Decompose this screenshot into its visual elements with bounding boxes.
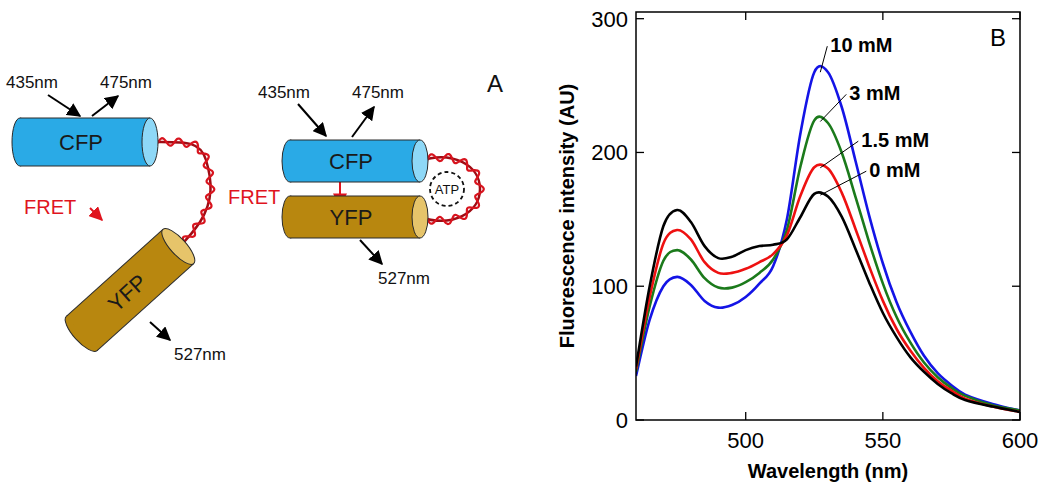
y-tick-right [1012,152,1020,153]
x-tick-top [745,12,746,20]
panel-label: A [487,70,503,97]
fret-label: FRET [228,186,280,208]
wavelength-label: 527nm [378,269,430,288]
y-tick-label: 0 [616,408,628,433]
ligand-circle [430,172,464,206]
y-tick-right [1012,286,1020,287]
protein-label: CFP [329,149,373,174]
linker-coil [420,154,484,224]
protein: YFP [60,224,199,356]
cylinder-edge [290,182,420,183]
plot-frame [636,12,1020,420]
cylinder-edge [20,118,150,119]
arrow [90,208,102,220]
leader-line [820,141,858,168]
fret-label: FRET [24,196,76,218]
cylinder-cap [157,224,200,269]
wavelength-label: 435nm [258,83,310,102]
spectrum-line [636,164,1020,412]
wavelength-label: 527nm [174,345,226,364]
series-label: 0 mM [869,159,920,181]
leader-line [820,46,827,72]
leader-line [820,171,866,195]
protein: CFP [12,118,158,166]
wavelength-label: 435nm [6,73,58,92]
arrow [48,95,80,116]
cylinder-edge [97,264,194,351]
cylinder-body [290,196,420,238]
cylinder-edge [290,196,420,197]
arrow [352,107,374,137]
panel-b: 500 550 600 0 100 200 300 Wavelength (nm) Fluore… [556,7,1038,482]
x-tick-label: 550 [864,428,901,453]
protein: YFP [282,196,428,238]
cylinder-edge [66,229,163,316]
wavelength-label: 475nm [352,83,404,102]
cylinder-cap [412,196,428,238]
y-tick-label: 100 [591,274,628,299]
leader-line [820,94,846,121]
spectrum-line [636,192,1020,412]
arrow [92,96,118,116]
panel-a: 435nm 475nm FRET 527nm 435nm 475nm FRET ATP 527n… [6,70,503,364]
series-label: 3 mM [849,82,900,104]
protein: CFP [282,140,428,182]
y-axis-title: Fluorescence intensity (AU) [556,84,578,349]
cylinder-edge [290,140,420,141]
x-tick-top [882,12,883,20]
cylinder-edge [20,166,150,167]
linker-core [150,142,211,246]
linker-core [420,157,480,220]
y-tick [636,152,644,153]
x-tick [882,412,883,420]
cylinder-cap [142,118,158,166]
cylinder-cap [412,140,428,182]
x-tick [745,412,746,420]
spectrum-line [636,66,1020,410]
y-tick [636,18,644,19]
y-tick [636,286,644,287]
arrow [360,240,382,264]
series-label: 10 mM [830,34,892,56]
arrow [298,104,326,136]
curves [636,66,1020,412]
arrow [150,322,170,340]
ligand-label: ATP [435,182,459,197]
x-tick-label: 600 [1002,428,1039,453]
protein-label: YFP [103,269,152,316]
series-label: 1.5 mM [861,129,929,151]
panel-label: B [990,24,1006,51]
direct-labels: 10 mM 3 mM 1.5 mM 0 mM [820,34,929,195]
y-tick-label: 200 [591,140,628,165]
y-tick-label: 300 [591,7,628,32]
cylinder-body [290,140,420,182]
protein-label: YFP [330,205,373,230]
cylinder-body [20,118,150,166]
wavelength-label: 475nm [100,73,152,92]
x-axis-title: Wavelength (nm) [748,460,908,482]
protein-label: CFP [59,130,103,155]
y-tick-right [1012,18,1020,19]
figure: 435nm 475nm FRET 527nm 435nm 475nm FRET ATP 527n… [0,0,1051,493]
cylinder-edge [290,238,420,239]
spectrum-line [636,117,1020,411]
x-tick-label: 500 [727,428,764,453]
